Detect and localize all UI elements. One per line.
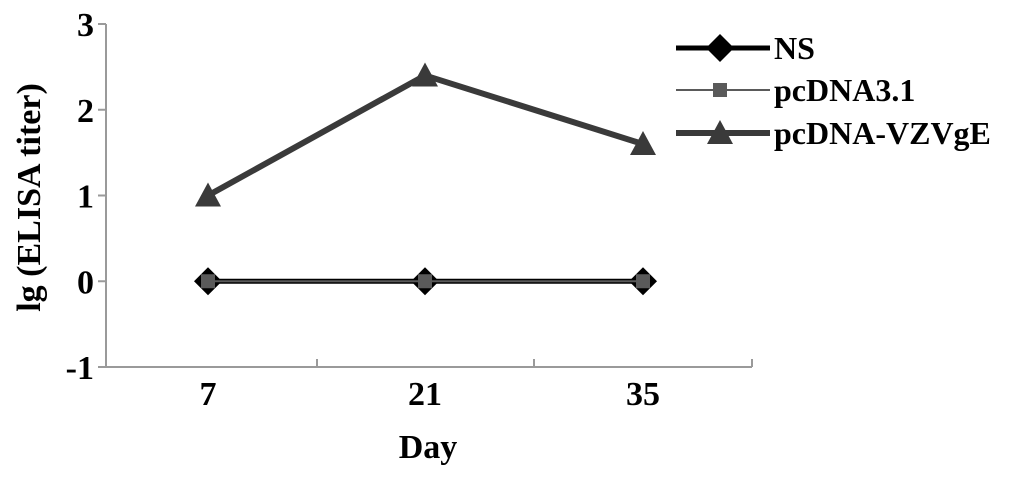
series-pcdna-vzvge: [195, 62, 656, 207]
x-tick-label: 35: [626, 376, 660, 413]
y-tick-label: 3: [77, 7, 94, 44]
data-point-triangle: [195, 182, 221, 207]
legend-item: NS: [676, 30, 815, 66]
x-tick-label: 21: [408, 376, 442, 413]
series-pcdna3-1: [201, 274, 650, 289]
y-axis-title: lg (ELISA titer): [11, 83, 48, 312]
data-point-square: [636, 274, 650, 289]
data-point-triangle: [630, 131, 656, 156]
axes: [98, 23, 753, 368]
x-axis-title: Day: [399, 429, 458, 466]
data-point-square: [418, 274, 432, 289]
legend-marker-square: [713, 83, 727, 97]
y-tick-label: 2: [77, 93, 94, 130]
data-point-square: [201, 274, 215, 289]
legend-item: pcDNA-VZVgE: [676, 115, 991, 151]
series-line: [206, 72, 644, 199]
legend-label: pcDNA3.1: [774, 72, 915, 108]
legend-marker-diamond: [706, 34, 734, 62]
series-lines: [194, 62, 657, 296]
legend-label: pcDNA-VZVgE: [774, 115, 991, 151]
legend-marker-triangle: [707, 120, 733, 144]
x-tick-label: 7: [200, 376, 217, 413]
legend: NS pcDNA3.1 pcDNA-VZVgE: [676, 30, 991, 151]
legend-label: NS: [774, 30, 815, 66]
y-tick-label: -1: [66, 350, 94, 387]
y-tick-label: 1: [77, 179, 94, 216]
legend-item: pcDNA3.1: [676, 72, 915, 108]
data-point-triangle: [412, 62, 438, 87]
y-tick-label: 0: [77, 264, 94, 301]
